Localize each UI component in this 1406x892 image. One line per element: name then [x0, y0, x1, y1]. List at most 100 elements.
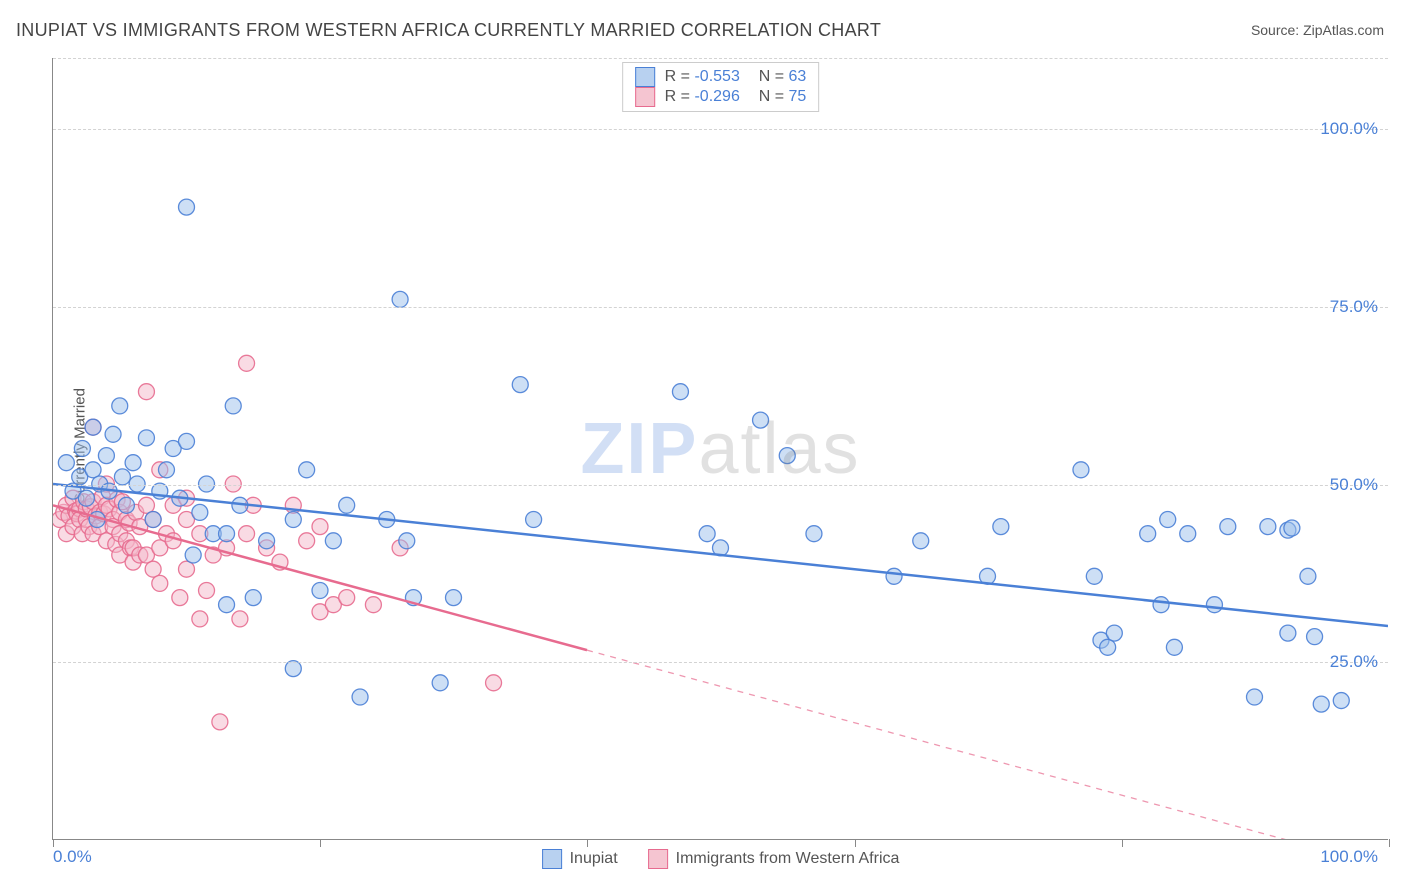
scatter-point: [325, 533, 341, 549]
scatter-point: [225, 398, 241, 414]
gridline: [53, 129, 1388, 130]
y-axis-tick-label: 100.0%: [1320, 119, 1378, 139]
scatter-point: [672, 384, 688, 400]
scatter-point: [219, 597, 235, 613]
scatter-point: [98, 448, 114, 464]
scatter-point: [312, 583, 328, 599]
scatter-point: [118, 497, 134, 513]
legend-bottom-label: Inupiat: [570, 850, 618, 868]
legend-bottom: Inupiat Immigrants from Western Africa: [542, 849, 900, 869]
y-axis-tick-label: 50.0%: [1330, 475, 1378, 495]
legend-top-row-1: R = -0.296 N = 75: [635, 87, 807, 107]
chart-svg: [53, 58, 1388, 839]
scatter-point: [1166, 639, 1182, 655]
n-label: N =: [759, 68, 789, 85]
scatter-point: [158, 462, 174, 478]
scatter-point: [78, 490, 94, 506]
scatter-point: [365, 597, 381, 613]
gridline: [53, 58, 1388, 59]
scatter-point: [58, 455, 74, 471]
chart-title: INUPIAT VS IMMIGRANTS FROM WESTERN AFRIC…: [16, 20, 881, 41]
legend-bottom-item-0: Inupiat: [542, 849, 618, 869]
scatter-point: [886, 568, 902, 584]
scatter-point: [85, 419, 101, 435]
scatter-point: [212, 714, 228, 730]
scatter-point: [1260, 519, 1276, 535]
n-value: 75: [789, 88, 807, 105]
n-label: N =: [759, 88, 789, 105]
scatter-point: [199, 583, 215, 599]
scatter-point: [179, 199, 195, 215]
scatter-point: [138, 497, 154, 513]
scatter-point: [172, 590, 188, 606]
scatter-point: [1160, 512, 1176, 528]
scatter-point: [399, 533, 415, 549]
scatter-point: [1140, 526, 1156, 542]
scatter-point: [1284, 520, 1300, 536]
scatter-point: [993, 519, 1009, 535]
x-axis-tick: [587, 839, 588, 847]
legend-top-row-0: R = -0.553 N = 63: [635, 67, 807, 87]
source-label: Source: ZipAtlas.com: [1251, 22, 1384, 38]
r-value: -0.553: [694, 68, 739, 85]
gridline: [53, 485, 1388, 486]
scatter-point: [806, 526, 822, 542]
scatter-point: [913, 533, 929, 549]
scatter-point: [152, 575, 168, 591]
x-axis-label-left: 0.0%: [53, 847, 92, 867]
scatter-point: [1313, 696, 1329, 712]
r-label: R =: [665, 68, 695, 85]
scatter-point: [392, 291, 408, 307]
scatter-point: [1100, 639, 1116, 655]
gridline: [53, 662, 1388, 663]
x-axis-tick: [1389, 839, 1390, 847]
scatter-point: [699, 526, 715, 542]
scatter-point: [446, 590, 462, 606]
scatter-point: [1220, 519, 1236, 535]
scatter-point: [145, 561, 161, 577]
scatter-point: [1300, 568, 1316, 584]
swatch-icon: [542, 849, 562, 869]
scatter-point: [512, 377, 528, 393]
n-value: 63: [789, 68, 807, 85]
scatter-point: [753, 412, 769, 428]
scatter-point: [74, 441, 90, 457]
scatter-point: [779, 448, 795, 464]
trend-line-dashed: [587, 650, 1388, 839]
scatter-point: [114, 469, 130, 485]
swatch-icon: [648, 849, 668, 869]
scatter-point: [179, 433, 195, 449]
legend-bottom-item-1: Immigrants from Western Africa: [648, 849, 900, 869]
scatter-point: [138, 430, 154, 446]
scatter-point: [1106, 625, 1122, 641]
scatter-point: [185, 547, 201, 563]
source-prefix: Source:: [1251, 22, 1303, 38]
plot-area: ZIPatlas R = -0.553 N = 63 R = -0.296 N …: [52, 58, 1388, 840]
scatter-point: [239, 355, 255, 371]
scatter-point: [299, 533, 315, 549]
scatter-point: [1206, 597, 1222, 613]
scatter-point: [1333, 693, 1349, 709]
x-axis-tick: [320, 839, 321, 847]
scatter-point: [1247, 689, 1263, 705]
scatter-point: [1086, 568, 1102, 584]
gridline: [53, 307, 1388, 308]
scatter-point: [339, 497, 355, 513]
swatch-icon: [635, 87, 655, 107]
scatter-point: [112, 398, 128, 414]
scatter-point: [1280, 625, 1296, 641]
legend-top: R = -0.553 N = 63 R = -0.296 N = 75: [622, 62, 820, 112]
x-axis-tick: [855, 839, 856, 847]
scatter-point: [352, 689, 368, 705]
y-axis-tick-label: 25.0%: [1330, 652, 1378, 672]
scatter-point: [1073, 462, 1089, 478]
scatter-point: [339, 590, 355, 606]
scatter-point: [239, 526, 255, 542]
scatter-point: [192, 504, 208, 520]
scatter-point: [1307, 629, 1323, 645]
r-label: R =: [665, 88, 695, 105]
scatter-point: [145, 512, 161, 528]
scatter-point: [219, 526, 235, 542]
scatter-point: [1180, 526, 1196, 542]
source-name: ZipAtlas.com: [1303, 22, 1384, 38]
